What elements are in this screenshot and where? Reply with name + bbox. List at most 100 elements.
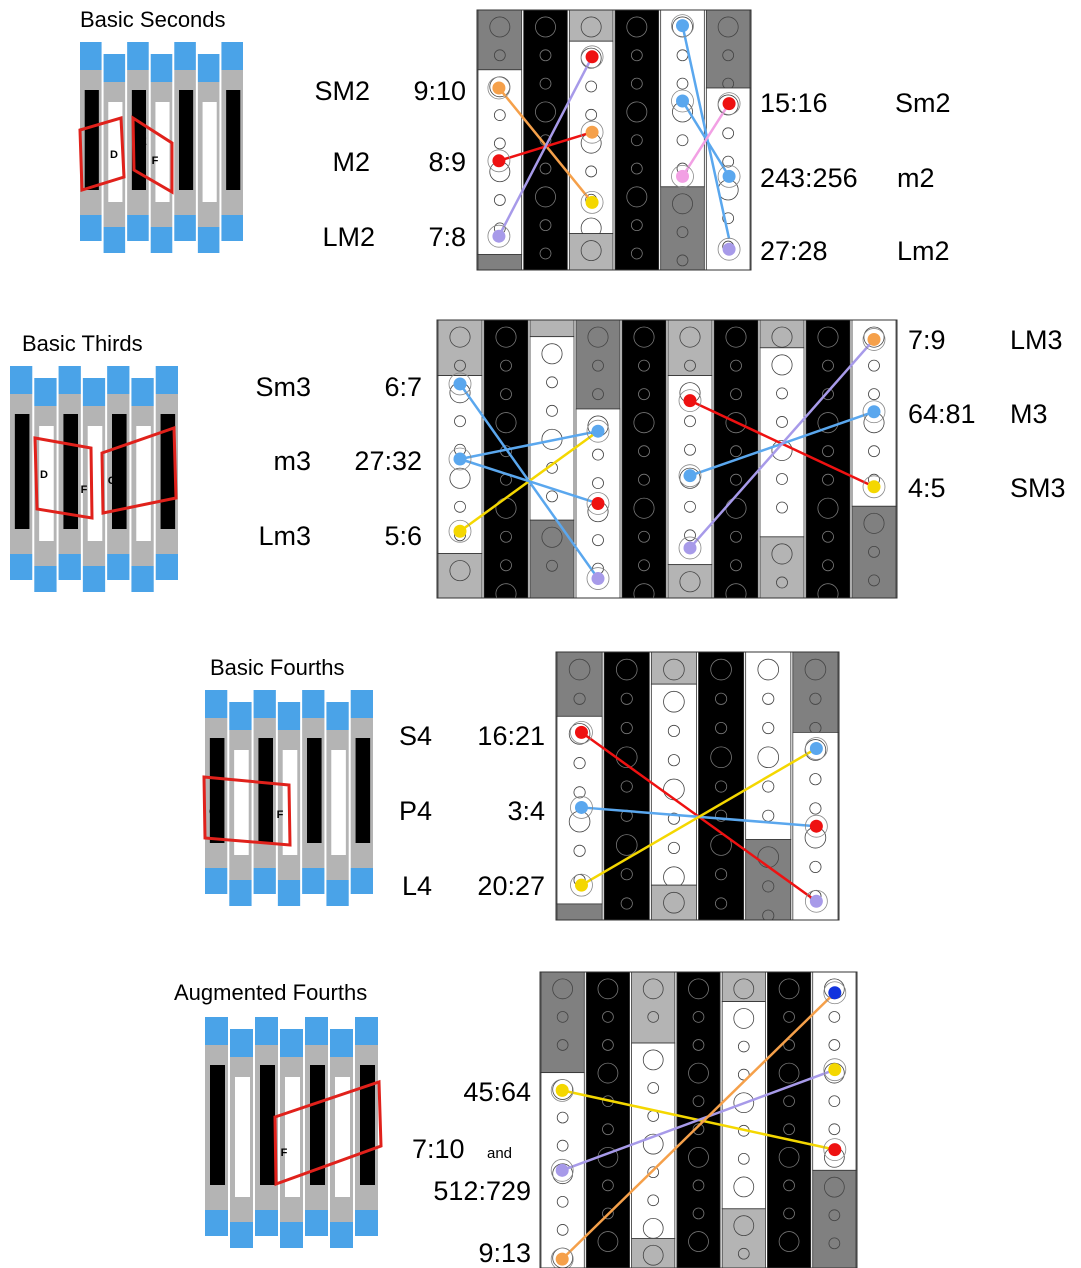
- pitch-dot: [591, 424, 605, 438]
- pitch-dot-ring: [570, 873, 593, 897]
- stud-circle: [556, 1195, 569, 1208]
- stud-circle: [667, 754, 680, 767]
- stud-circle: [733, 1092, 755, 1114]
- blue-key-bottom: [131, 566, 154, 592]
- pitch-dot: [683, 541, 697, 555]
- stud-circle: [730, 445, 742, 458]
- keyboard-thumbnail: D F G B: [10, 366, 178, 592]
- blue-key-top: [155, 366, 178, 394]
- ratio-label: 512:729: [433, 1176, 531, 1206]
- stud-circle: [630, 162, 643, 175]
- stud-circle: [630, 247, 643, 260]
- blue-key-bottom: [80, 215, 102, 241]
- stud-circle: [828, 1237, 841, 1250]
- stud-circle: [783, 1123, 795, 1136]
- note-letter: F: [81, 484, 88, 496]
- ratio-label: 9:13: [478, 1238, 531, 1268]
- pitch-dot-ring: [678, 464, 702, 488]
- note-letter: D: [110, 149, 118, 161]
- key-column-segment: [745, 652, 792, 841]
- blue-key-top: [255, 1017, 278, 1045]
- stud-circle: [539, 49, 552, 62]
- stud-circle: [771, 543, 793, 565]
- key-column-segment: [523, 10, 568, 270]
- blue-key-bottom: [255, 1210, 278, 1236]
- blue-key-top: [253, 690, 276, 718]
- blue-key-bottom: [103, 227, 126, 253]
- blue-key-bottom: [174, 215, 196, 241]
- stud-circle: [868, 445, 880, 458]
- interval-frame: [273, 1079, 383, 1187]
- inner-key: [108, 102, 123, 202]
- interval-frame: [100, 425, 178, 515]
- stud-circle: [863, 512, 885, 534]
- inner-key: [360, 1065, 375, 1185]
- stud-circle: [495, 326, 517, 348]
- stud-circle: [817, 326, 839, 348]
- ratio-label: 7:9: [908, 325, 946, 355]
- pitch-dot-ring: [717, 237, 741, 261]
- stud-circle: [733, 978, 755, 1000]
- inner-key: [202, 102, 217, 202]
- stud-circle: [817, 497, 839, 519]
- key-column-segment: [483, 320, 529, 598]
- note-letter: C: [86, 154, 94, 166]
- stud-circle: [663, 690, 685, 713]
- stud-circle: [580, 16, 602, 38]
- pitch-dot-ring: [570, 721, 593, 744]
- pitch-dot: [492, 154, 506, 168]
- note-letter: G: [108, 475, 117, 487]
- stud-circle: [573, 786, 586, 799]
- blue-key-bottom: [205, 868, 228, 894]
- stud-circle: [454, 500, 466, 513]
- inner-key: [87, 426, 103, 541]
- pitch-dot-ring: [671, 164, 694, 188]
- pitch-dot-ring: [586, 492, 610, 515]
- interval-name: P4: [399, 796, 432, 826]
- stud-circle: [500, 530, 512, 543]
- blue-key-top: [305, 1017, 328, 1045]
- stud-circle: [823, 1176, 845, 1198]
- stud-circle: [620, 868, 633, 881]
- blue-key-top: [10, 366, 33, 394]
- stud-circle: [500, 359, 512, 372]
- interval-name: Lm3: [258, 521, 311, 551]
- stud-circle: [804, 739, 827, 761]
- stud-circle: [638, 388, 650, 401]
- stud-circle: [556, 1224, 569, 1236]
- key-column-segment: [759, 320, 805, 349]
- inner-key: [179, 90, 194, 190]
- blue-key-bottom: [107, 554, 130, 580]
- key-column-segment: [667, 320, 713, 376]
- stud-circle: [597, 978, 619, 1000]
- stud-circle: [692, 1179, 705, 1192]
- pitch-dot: [867, 480, 881, 494]
- stud-circle: [722, 49, 735, 62]
- stud-circle: [556, 1111, 569, 1124]
- inner-key: [285, 1077, 300, 1197]
- key-column-segment: [529, 320, 575, 338]
- pitch-dot: [492, 81, 506, 95]
- ratio-label: 243:256: [760, 163, 858, 193]
- stud-circle: [762, 880, 775, 893]
- key-panel: [555, 651, 840, 921]
- blue-key-top: [205, 1017, 228, 1045]
- inner-key: [258, 738, 273, 843]
- stud-circle: [620, 721, 633, 735]
- stud-circle: [762, 909, 775, 920]
- interval-line: [459, 429, 599, 461]
- pitch-dot-ring: [862, 475, 886, 499]
- blue-key-bottom: [230, 1222, 253, 1248]
- pitch-dot: [585, 125, 599, 139]
- pitch-dot-ring: [823, 1058, 847, 1082]
- stud-circle: [556, 1139, 569, 1152]
- stud-circle: [667, 841, 680, 854]
- stud-circle: [679, 467, 701, 489]
- pitch-dot-ring: [862, 400, 886, 424]
- blue-key-top: [229, 702, 252, 730]
- stud-circle: [828, 1095, 841, 1107]
- ratio-label: 16:21: [477, 721, 545, 751]
- pitch-dot: [574, 878, 588, 892]
- ratio-label: 8:9: [428, 147, 466, 177]
